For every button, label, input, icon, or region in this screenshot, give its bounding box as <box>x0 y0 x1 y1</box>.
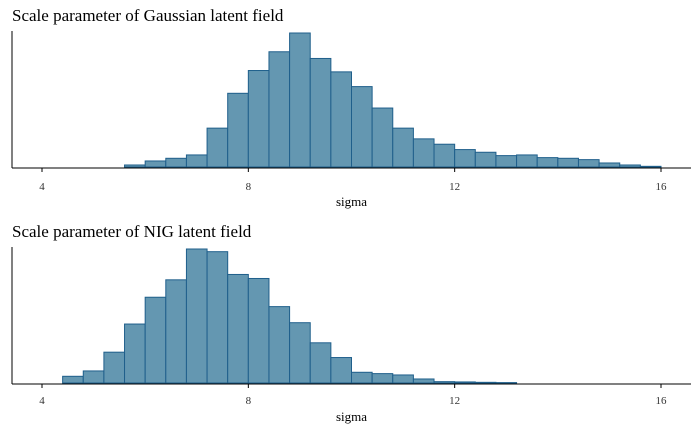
histogram-bar <box>124 164 146 168</box>
histogram-bar <box>557 157 579 168</box>
x-tick-label: 8 <box>246 395 252 407</box>
histogram-bar <box>309 57 332 168</box>
histogram-bar <box>268 306 291 384</box>
histogram-bar <box>185 248 208 384</box>
histogram-bar <box>185 154 208 168</box>
histogram-bar <box>206 127 229 168</box>
histogram-bar <box>516 154 538 168</box>
histogram-bar <box>433 143 456 168</box>
histogram-bar <box>639 165 662 168</box>
histogram-bar <box>124 323 146 384</box>
histogram-bar <box>351 86 373 168</box>
histogram-bar <box>351 371 373 384</box>
histogram-bar <box>392 127 414 168</box>
chart-title: Scale parameter of Gaussian latent field <box>12 6 284 25</box>
histogram-bar <box>433 381 456 384</box>
histogram-bar <box>330 357 353 384</box>
histogram-bar <box>289 32 311 168</box>
histogram-bar <box>371 373 394 384</box>
x-tick-label: 16 <box>656 395 668 407</box>
histogram-bar <box>474 381 497 384</box>
histogram-bar <box>206 251 229 384</box>
histogram-bar <box>227 273 249 384</box>
histogram-bar <box>165 157 187 168</box>
x-tick-label: 4 <box>39 395 45 407</box>
histogram-bar <box>598 162 621 168</box>
histogram-bar <box>454 381 476 384</box>
histogram-bar <box>103 351 126 384</box>
histogram-bar <box>289 322 311 384</box>
histogram-bar <box>371 107 394 168</box>
histogram-bar <box>62 375 84 384</box>
x-tick-label: 8 <box>246 181 252 193</box>
chart-title: Scale parameter of NIG latent field <box>12 222 252 241</box>
histogram-bar <box>495 155 518 168</box>
histogram-bar <box>309 342 332 384</box>
histogram-bar <box>268 51 291 168</box>
histogram-bar <box>495 382 518 384</box>
histogram-bar <box>144 160 167 168</box>
histogram-bar <box>247 277 270 384</box>
x-axis-label: sigma <box>336 409 367 424</box>
x-tick-label: 12 <box>449 395 460 407</box>
histogram-bar <box>247 70 270 168</box>
histogram-bar <box>619 164 641 168</box>
histogram-bar <box>144 296 167 384</box>
histogram-bar <box>454 149 476 168</box>
histogram-bar <box>227 92 249 168</box>
histogram-bar <box>82 370 105 384</box>
histogram-bar <box>412 138 435 168</box>
histogram-bar <box>577 159 600 168</box>
x-tick-label: 16 <box>656 181 668 193</box>
histogram-bar <box>165 279 187 384</box>
histogram-bar <box>536 157 559 168</box>
x-axis-label: sigma <box>336 194 367 209</box>
histogram-bar <box>392 374 414 384</box>
x-tick-label: 12 <box>449 181 460 193</box>
x-tick-label: 4 <box>39 181 45 193</box>
histogram-bar <box>412 378 435 384</box>
histogram-bar <box>474 151 497 168</box>
histogram-bar <box>330 71 353 168</box>
